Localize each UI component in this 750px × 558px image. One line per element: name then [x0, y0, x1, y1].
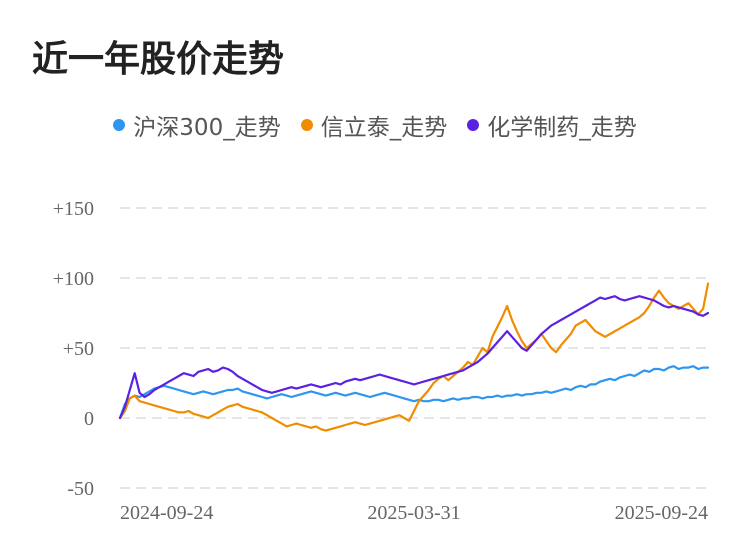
y-tick-label: +100: [53, 268, 94, 290]
chart-title: 近一年股价走势: [32, 39, 285, 80]
series-line-1: [118, 282, 710, 432]
legend-label-hs300: 沪深300_走势: [133, 115, 281, 141]
legend-item-hs300[interactable]: 沪深300_走势: [113, 108, 281, 142]
legend-dot-chem-pharma: [467, 119, 480, 131]
y-tick-label: -50: [67, 478, 94, 500]
x-tick-label: 2025-03-31: [367, 502, 460, 524]
legend-dot-hs300: [113, 119, 126, 131]
y-tick-label: 0: [84, 408, 94, 430]
legend-item-chem-pharma[interactable]: 化学制药_走势: [467, 108, 637, 142]
x-tick-label: 2025-09-24: [615, 502, 708, 524]
legend-dot-xinlitai: [300, 119, 313, 131]
legend-item-xinlitai[interactable]: 信立泰_走势: [300, 108, 448, 142]
legend: 沪深300_走势 信立泰_走势 化学制药_走势: [0, 108, 750, 142]
y-tick-label: +50: [63, 338, 94, 360]
y-tick-label: +150: [53, 198, 94, 220]
x-tick-label: 2024-09-24: [120, 502, 213, 524]
legend-label-chem-pharma: 化学制药_走势: [487, 115, 637, 141]
series-line-0: [118, 365, 710, 420]
legend-label-xinlitai: 信立泰_走势: [320, 115, 448, 141]
series-line-2: [118, 295, 710, 420]
